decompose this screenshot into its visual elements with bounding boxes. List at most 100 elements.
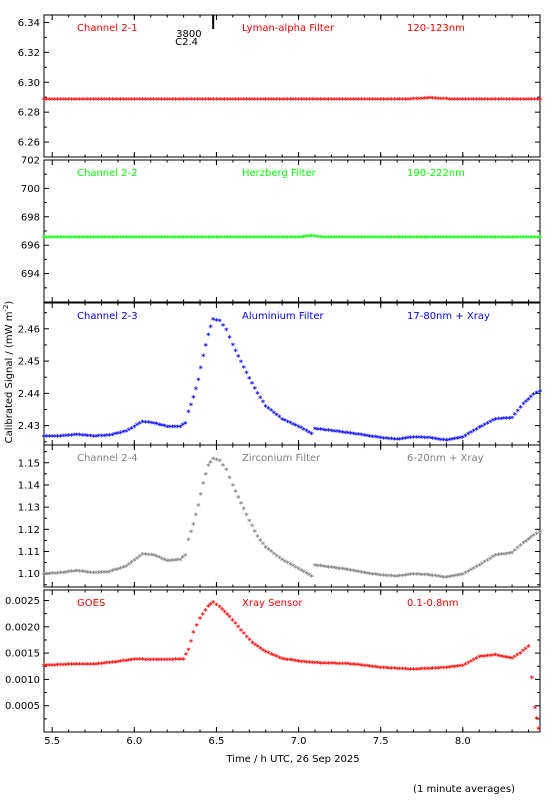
data-point: * xyxy=(310,659,315,668)
data-point: * xyxy=(469,658,474,667)
data-point: * xyxy=(167,423,172,432)
data-point: * xyxy=(351,234,356,243)
data-point: * xyxy=(168,656,173,665)
data-point: * xyxy=(135,234,140,243)
data-point: * xyxy=(359,234,364,243)
data-point: * xyxy=(389,234,394,243)
data-point: * xyxy=(233,488,238,497)
data-point: * xyxy=(115,430,120,439)
data-point: * xyxy=(447,437,452,446)
data-point: * xyxy=(247,234,252,243)
panel-frame xyxy=(43,159,541,303)
data-point: * xyxy=(135,96,140,105)
y-tick-label: 0.0005 xyxy=(5,701,40,712)
data-point: * xyxy=(160,555,165,564)
data-point: * xyxy=(324,234,329,243)
data-point: * xyxy=(266,234,271,243)
data-point: * xyxy=(94,433,99,442)
data-point: * xyxy=(252,96,257,105)
data-point: * xyxy=(510,415,515,424)
data-point: * xyxy=(61,96,66,105)
data-point: * xyxy=(277,554,282,563)
data-point: * xyxy=(491,234,496,243)
data-point: * xyxy=(414,666,419,675)
data-point: * xyxy=(447,664,452,673)
data-point: * xyxy=(438,96,443,105)
data-point: * xyxy=(474,234,479,243)
data-point: * xyxy=(538,529,543,538)
data-point: * xyxy=(105,569,110,578)
data-point: * xyxy=(403,666,408,675)
data-point: * xyxy=(261,234,266,243)
y-tick-label: 2.46 xyxy=(18,324,40,335)
data-point: * xyxy=(362,662,367,671)
data-point: * xyxy=(115,96,120,105)
data-point: * xyxy=(129,425,134,434)
data-point: * xyxy=(299,96,304,105)
data-point: * xyxy=(42,571,47,580)
data-point: * xyxy=(157,234,162,243)
data-point: * xyxy=(211,234,216,243)
data-point: * xyxy=(255,96,260,105)
filter-name: Lyman-alpha Filter xyxy=(242,23,335,34)
data-point: * xyxy=(91,234,96,243)
data-point: * xyxy=(515,96,520,105)
y-tick-label: 1.15 xyxy=(18,458,40,469)
data-point: * xyxy=(157,96,162,105)
data-point: * xyxy=(386,665,391,674)
data-point: * xyxy=(247,375,252,384)
data-point: * xyxy=(277,654,282,663)
data-point: * xyxy=(244,234,249,243)
data-point: * xyxy=(58,234,63,243)
data-point: * xyxy=(69,568,74,577)
data-point: * xyxy=(466,96,471,105)
data-point: * xyxy=(296,234,301,243)
data-point: * xyxy=(348,234,353,243)
data-point: * xyxy=(538,234,543,243)
data-point: * xyxy=(512,653,517,662)
panel-frame xyxy=(43,589,541,733)
data-point: * xyxy=(288,234,293,243)
data-point: * xyxy=(55,96,60,105)
data-point: * xyxy=(526,396,531,405)
data-point: * xyxy=(397,96,402,105)
data-point: * xyxy=(304,570,309,579)
data-point: * xyxy=(99,432,104,441)
data-point: * xyxy=(408,96,413,105)
data-point: * xyxy=(321,660,326,669)
data-point: * xyxy=(376,572,381,581)
flare-annotation-class: C2.4 xyxy=(175,37,198,48)
data-point: * xyxy=(77,96,82,105)
data-point: * xyxy=(395,665,400,674)
data-point: * xyxy=(146,234,151,243)
data-point: * xyxy=(183,552,188,561)
data-point: * xyxy=(458,434,463,443)
data-point: * xyxy=(425,666,430,675)
data-point: * xyxy=(236,624,241,633)
data-point: * xyxy=(425,234,430,243)
data-point: * xyxy=(255,234,260,243)
data-point: * xyxy=(296,423,301,432)
data-point: * xyxy=(198,491,203,500)
data-point: * xyxy=(397,573,402,582)
data-point: * xyxy=(83,569,88,578)
data-point: * xyxy=(55,433,60,442)
data-point: * xyxy=(381,234,386,243)
wavelength-band: 0.1-0.8nm xyxy=(407,598,459,609)
data-point: * xyxy=(99,660,104,669)
data-point: * xyxy=(411,434,416,443)
data-point: * xyxy=(291,96,296,105)
data-point: * xyxy=(74,661,79,670)
data-point: * xyxy=(469,234,474,243)
data-point: * xyxy=(96,96,101,105)
data-point: * xyxy=(272,234,277,243)
data-point: * xyxy=(482,96,487,105)
data-point: * xyxy=(455,435,460,444)
series-marks: ****************************************… xyxy=(42,316,543,446)
data-point: * xyxy=(348,96,353,105)
data-point: * xyxy=(438,573,443,582)
data-point: * xyxy=(392,436,397,445)
data-point: * xyxy=(72,568,77,577)
y-tick-label: 0.0015 xyxy=(5,649,40,660)
